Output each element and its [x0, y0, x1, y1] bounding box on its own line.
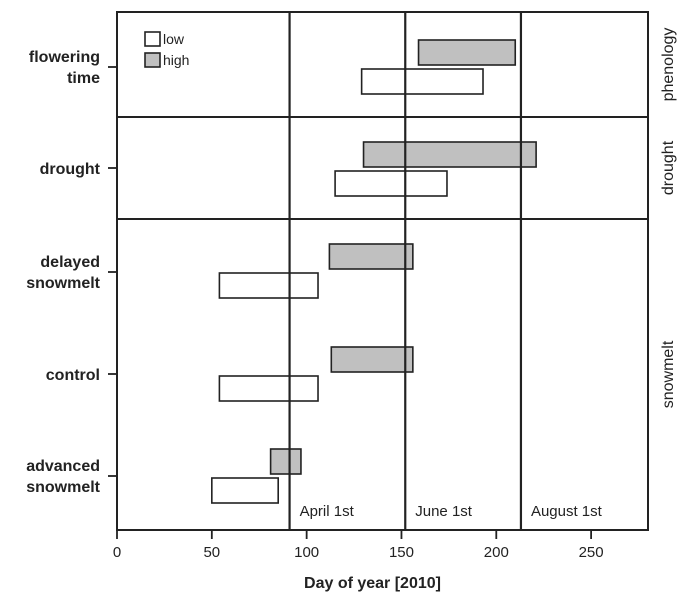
bar-low — [211, 477, 279, 504]
bar-high — [269, 448, 302, 475]
category-label: delayed snowmelt — [26, 254, 100, 292]
bar-low — [218, 272, 319, 299]
reference-line-label: June 1st — [415, 503, 473, 520]
category-label: advanced snowmelt — [26, 458, 100, 496]
category-label-line: advanced — [26, 458, 100, 475]
reference-line-label: April 1st — [300, 503, 355, 520]
category-label-line: time — [67, 70, 100, 87]
x-tick-label: 50 — [203, 544, 220, 561]
legend-swatch-high — [144, 52, 161, 68]
x-tick-label: 150 — [389, 544, 414, 561]
bar-high — [330, 346, 414, 373]
x-tick-label: 200 — [484, 544, 509, 561]
x-axis-title: Day of year [2010] — [304, 575, 441, 592]
category-label-line: snowmelt — [26, 479, 100, 496]
category-label-line: delayed — [40, 254, 100, 271]
category-label-line: control — [46, 367, 100, 384]
bar-high — [417, 39, 517, 66]
category-label: drought — [40, 161, 101, 178]
bar-high — [362, 141, 537, 168]
x-tick-label: 100 — [294, 544, 319, 561]
reference-line-label: August 1st — [531, 503, 603, 520]
category-label-line: flowering — [29, 49, 100, 66]
legend-swatch-low — [144, 31, 161, 47]
plot-frame — [116, 11, 649, 531]
bar-low — [334, 170, 448, 197]
category-label-line: drought — [40, 161, 101, 178]
bar-high — [328, 243, 414, 270]
group-label: drought — [660, 140, 677, 195]
legend-label: high — [163, 52, 189, 68]
legend-label: low — [163, 31, 185, 47]
bar-low — [218, 375, 319, 402]
bar-low — [360, 68, 484, 95]
group-label: snowmelt — [660, 340, 677, 408]
group-label: phenology — [660, 28, 677, 102]
category-label: flowering time — [29, 49, 100, 87]
x-tick-label: 250 — [579, 544, 604, 561]
x-tick-label: 0 — [113, 544, 121, 561]
plot-area — [117, 12, 648, 530]
category-label-line: snowmelt — [26, 275, 100, 292]
category-label: control — [46, 367, 100, 384]
